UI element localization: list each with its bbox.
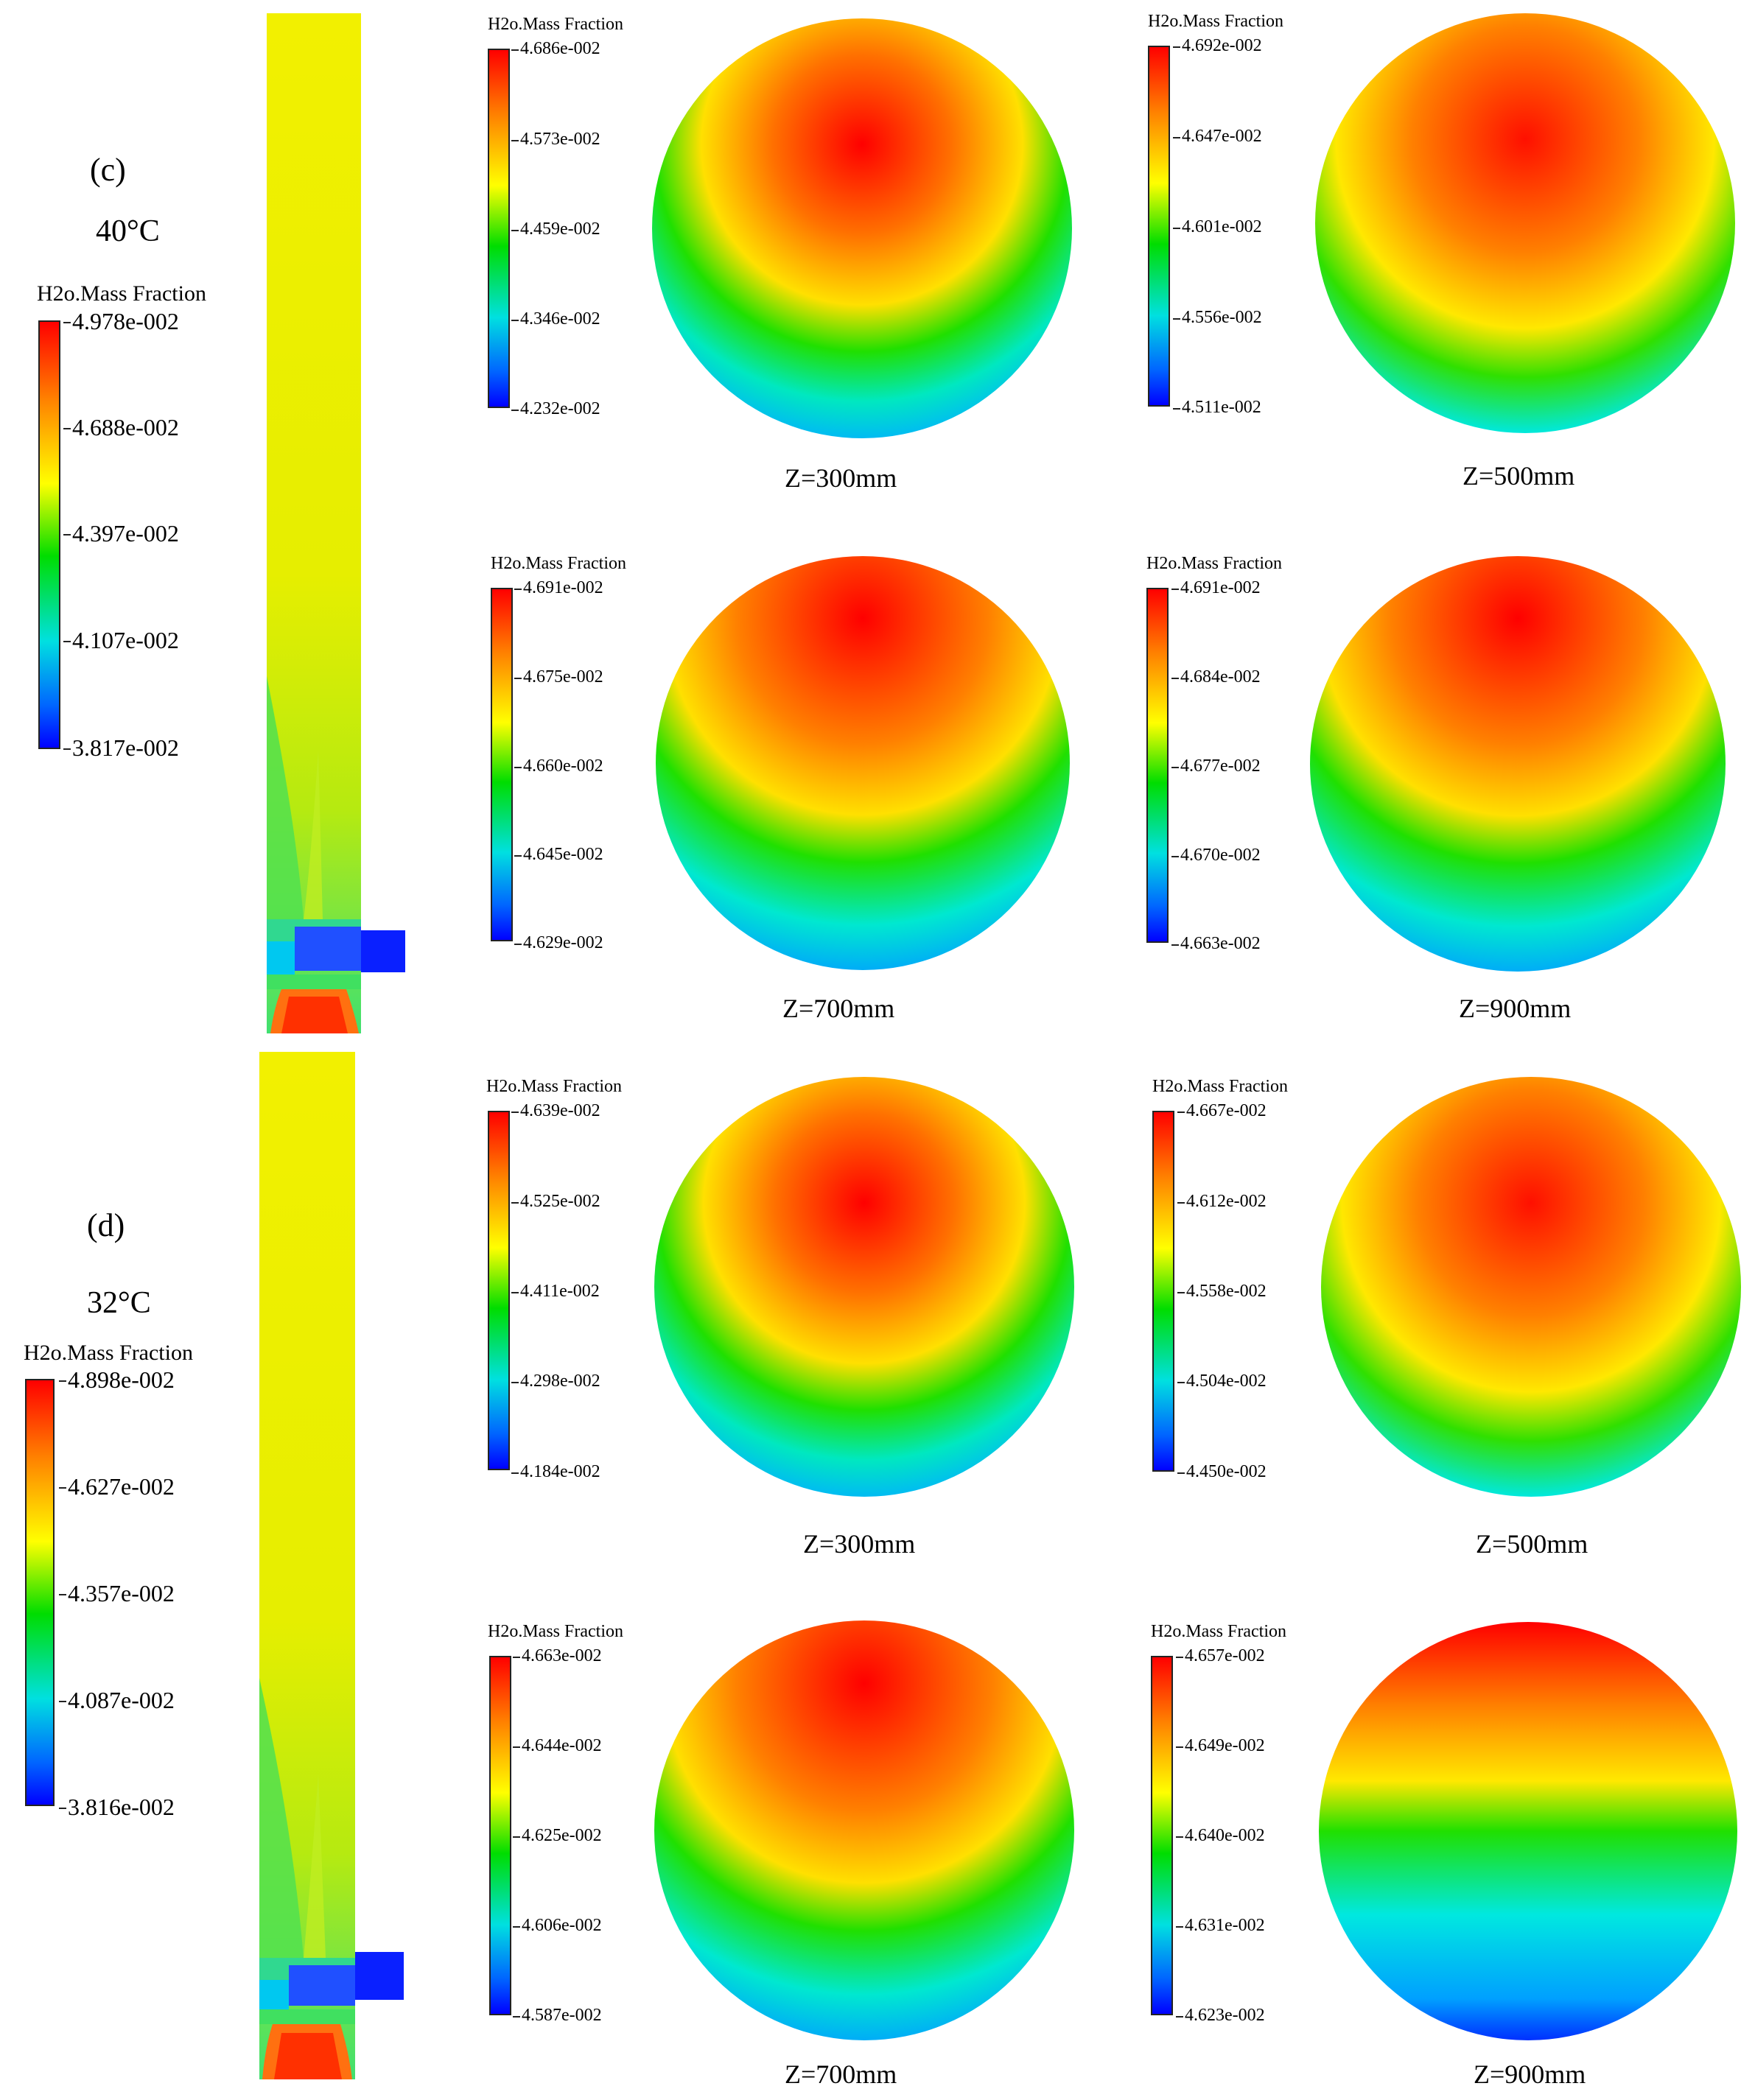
- panel-c-z300-contour: [652, 18, 1072, 438]
- legend-tick: 4.647e-002: [1173, 127, 1262, 146]
- legend-title: H2o.Mass Fraction: [1152, 1077, 1288, 1096]
- legend-title: H2o.Mass Fraction: [37, 281, 206, 306]
- panel-d-z500-contour: [1321, 1077, 1741, 1497]
- legend-title: H2o.Mass Fraction: [488, 1622, 623, 1641]
- legend-tick: 4.511e-002: [1173, 398, 1261, 417]
- legend-tick: 4.504e-002: [1177, 1372, 1267, 1391]
- legend-tick: 4.411e-002: [511, 1282, 600, 1301]
- legend-tick: 4.677e-002: [1171, 756, 1261, 776]
- legend-tick: 4.629e-002: [514, 933, 603, 952]
- panel-d-z500-label: Z=500mm: [1476, 1529, 1588, 1559]
- legend-tick: 3.817e-002: [63, 734, 179, 761]
- legend-title: H2o.Mass Fraction: [1146, 554, 1282, 573]
- panel-c-z300-label: Z=300mm: [785, 463, 897, 493]
- legend-tick: 3.816e-002: [59, 1794, 175, 1820]
- legend-tick: 4.087e-002: [59, 1687, 175, 1713]
- legend-tick: 4.898e-002: [59, 1366, 175, 1393]
- legend-tick: 4.459e-002: [511, 220, 600, 239]
- legend-tick: 4.686e-002: [511, 39, 600, 58]
- legend-tick: 4.587e-002: [513, 2006, 602, 2025]
- color-bar: [1146, 588, 1169, 943]
- legend-tick: 4.625e-002: [513, 1826, 602, 1845]
- color-bar: [1151, 1656, 1173, 2015]
- panel-d-z300-contour: [654, 1077, 1074, 1497]
- legend-tick: 4.346e-002: [511, 309, 600, 329]
- legend-tick: 4.640e-002: [1176, 1826, 1265, 1845]
- panel-d-z700-contour: [654, 1620, 1074, 2040]
- color-bar: [25, 1379, 55, 1806]
- panel-d-label: (d): [87, 1207, 125, 1243]
- legend-tick: 4.660e-002: [514, 756, 603, 776]
- legend-tick: 4.663e-002: [513, 1646, 602, 1665]
- legend-tick: 4.663e-002: [1171, 934, 1261, 953]
- legend-tick: 4.631e-002: [1176, 1916, 1265, 1935]
- legend-tick: 4.670e-002: [1171, 846, 1261, 865]
- legend-title: H2o.Mass Fraction: [488, 15, 623, 34]
- legend-tick: 4.612e-002: [1177, 1192, 1267, 1211]
- legend-tick: 4.357e-002: [59, 1580, 175, 1606]
- legend-tick: 4.692e-002: [1173, 36, 1262, 55]
- legend-tick: 4.184e-002: [511, 1462, 600, 1481]
- legend-tick: 4.107e-002: [63, 627, 179, 653]
- color-bar: [38, 320, 60, 749]
- legend-tick: 4.606e-002: [513, 1916, 602, 1935]
- panel-d-z900-contour: [1319, 1622, 1737, 2040]
- legend-tick: 4.573e-002: [511, 130, 600, 149]
- legend-tick: 4.558e-002: [1177, 1282, 1267, 1301]
- panel-c-z500-contour: [1315, 13, 1735, 433]
- legend-tick: 4.675e-002: [514, 667, 603, 686]
- panel-c-z500-label: Z=500mm: [1462, 461, 1575, 491]
- color-bar: [489, 1656, 511, 2015]
- color-bar: [488, 49, 510, 408]
- panel-d-temperature: 32°C: [87, 1286, 151, 1320]
- legend-tick: 4.627e-002: [59, 1473, 175, 1500]
- panel-c-z700-contour: [656, 556, 1070, 970]
- legend-tick: 4.688e-002: [63, 414, 179, 440]
- panel-c-z900-label: Z=900mm: [1459, 994, 1572, 1023]
- legend-title: H2o.Mass Fraction: [486, 1077, 622, 1096]
- legend-tick: 4.232e-002: [511, 399, 600, 418]
- panel-d-z300-label: Z=300mm: [803, 1529, 916, 1559]
- legend-tick: 4.623e-002: [1176, 2006, 1265, 2025]
- legend-tick: 4.691e-002: [1171, 578, 1261, 597]
- panel-d-z700-label: Z=700mm: [785, 2059, 897, 2089]
- legend-tick: 4.645e-002: [514, 845, 603, 864]
- legend-tick: 4.644e-002: [513, 1736, 602, 1755]
- panel-c-z700-label: Z=700mm: [782, 994, 895, 1023]
- legend-tick: 4.657e-002: [1176, 1646, 1265, 1665]
- legend-title: H2o.Mass Fraction: [24, 1341, 193, 1365]
- legend-tick: 4.639e-002: [511, 1101, 600, 1120]
- legend-tick: 4.601e-002: [1173, 217, 1262, 236]
- panel-c-label: (c): [90, 152, 126, 188]
- color-bar: [491, 588, 513, 941]
- legend-tick: 4.978e-002: [63, 308, 179, 334]
- legend-title: H2o.Mass Fraction: [1151, 1622, 1286, 1641]
- legend-tick: 4.649e-002: [1176, 1736, 1265, 1755]
- legend-title: H2o.Mass Fraction: [491, 554, 626, 573]
- legend-tick: 4.450e-002: [1177, 1462, 1267, 1481]
- panel-d-z900-label: Z=900mm: [1474, 2059, 1586, 2089]
- legend-tick: 4.684e-002: [1171, 667, 1261, 686]
- legend-tick: 4.667e-002: [1177, 1101, 1267, 1120]
- legend-tick: 4.556e-002: [1173, 308, 1262, 327]
- legend-tick: 4.397e-002: [63, 520, 179, 547]
- legend-tick: 4.525e-002: [511, 1192, 600, 1211]
- panel-c-temperature: 40°C: [96, 214, 160, 248]
- panel-d-column-contour: [259, 1052, 404, 2079]
- legend-title: H2o.Mass Fraction: [1148, 12, 1283, 31]
- color-bar: [1148, 46, 1170, 407]
- color-bar: [1152, 1111, 1174, 1472]
- legend-tick: 4.691e-002: [514, 578, 603, 597]
- color-bar: [488, 1111, 510, 1470]
- legend-tick: 4.298e-002: [511, 1372, 600, 1391]
- panel-c-z900-contour: [1310, 556, 1726, 972]
- panel-c-column-contour: [267, 13, 405, 1033]
